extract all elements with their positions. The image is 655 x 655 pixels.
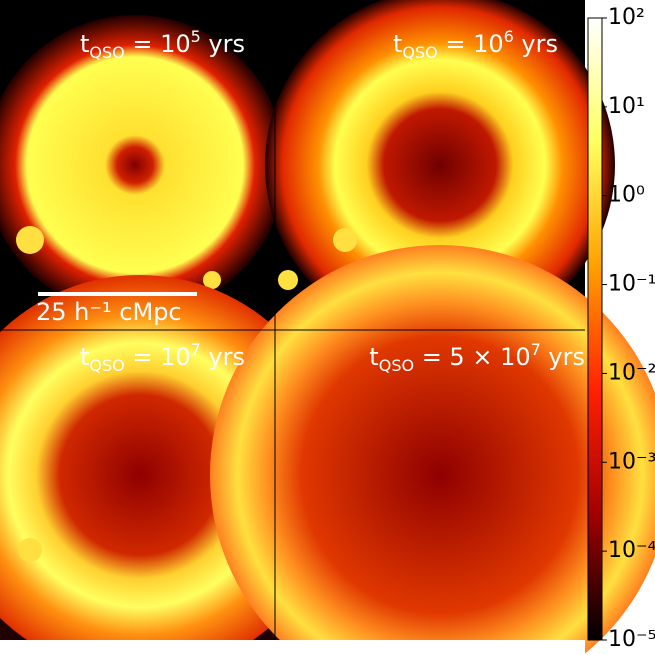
panel-label: tQSO = 106 yrs — [393, 27, 558, 62]
colorbar-tick-label: 10⁻⁵ — [608, 627, 655, 652]
label-base: t — [80, 30, 89, 58]
panel-label: tQSO = 5 × 107 yrs — [369, 340, 585, 375]
colorbar-tick-label: 10¹ — [608, 94, 645, 119]
colorbar — [587, 17, 603, 641]
label-sub: QSO — [402, 43, 437, 62]
label-base: t — [393, 30, 402, 58]
colorbar-tick-label: 10² — [608, 5, 645, 30]
label-eq: = 5 × 10 — [414, 343, 531, 371]
colorbar-tick-label: 10⁻³ — [608, 449, 655, 474]
label-unit: yrs — [201, 30, 245, 58]
colorbar-tick-label: 10⁰ — [608, 183, 645, 208]
label-eq: = 10 — [125, 30, 191, 58]
colorbar-tick-label: 10⁻² — [608, 360, 655, 385]
panel-label: tQSO = 105 yrs — [80, 27, 245, 62]
label-sup: 5 — [191, 27, 201, 46]
panel-label: tQSO = 107 yrs — [80, 340, 245, 375]
label-unit: yrs — [514, 30, 558, 58]
label-sup: 7 — [191, 340, 201, 359]
label-sub: QSO — [379, 356, 414, 375]
colorbar-tick-label: 10⁻¹ — [608, 272, 655, 297]
label-eq: = 10 — [438, 30, 504, 58]
colorbar-tick-label: 10⁻⁴ — [608, 538, 655, 563]
scale-bar-label: 25 h⁻¹ cMpc — [36, 298, 182, 326]
label-unit: yrs — [201, 343, 245, 371]
label-sub: QSO — [89, 356, 124, 375]
label-sub: QSO — [89, 43, 124, 62]
label-unit: yrs — [541, 343, 585, 371]
label-sup: 6 — [504, 27, 514, 46]
label-base: t — [80, 343, 89, 371]
label-eq: = 10 — [125, 343, 191, 371]
label-sup: 7 — [531, 340, 541, 359]
label-base: t — [369, 343, 378, 371]
